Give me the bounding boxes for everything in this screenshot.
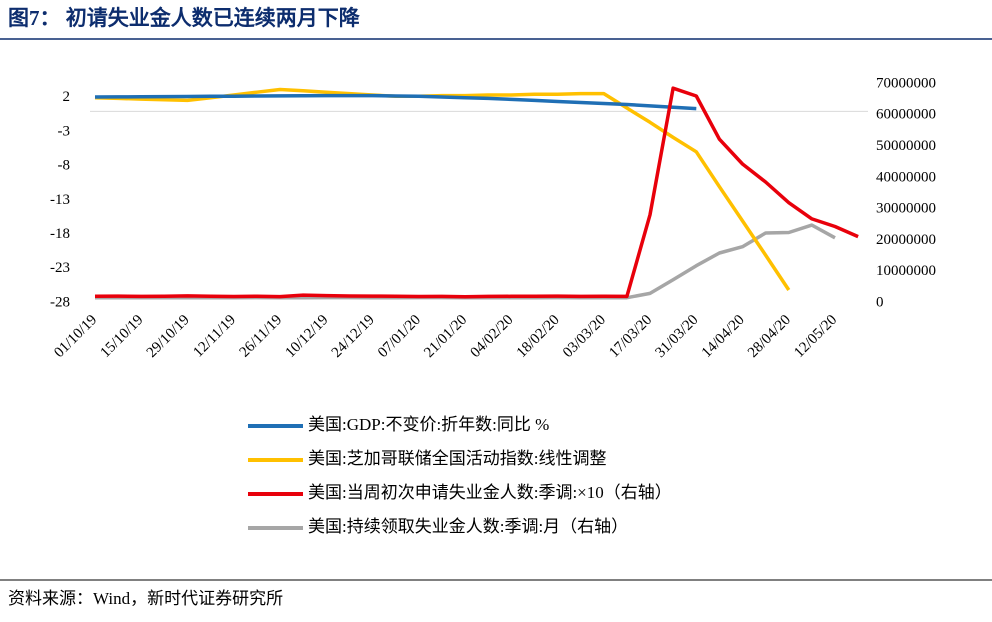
x-tick-label: 17/03/20 [606,312,655,361]
y2-tick-label: 10000000 [876,263,936,279]
series-line [94,87,791,291]
y2-tick-label: 40000000 [876,169,936,185]
y2-tick-label: 50000000 [876,138,936,154]
y-tick-label: -13 [50,192,70,208]
x-tick-label: 12/11/19 [190,312,239,361]
x-tick-label: 07/01/20 [375,312,424,361]
y-tick-label: -18 [50,226,70,242]
x-tick-label: 03/03/20 [560,312,609,361]
y-tick-label: -28 [50,294,70,310]
legend-label: 美国:GDP:不变价:折年数:同比 % [308,415,549,434]
x-tick-label: 04/02/20 [467,312,516,361]
x-tick-label: 31/03/20 [652,312,701,361]
y-tick-label: -3 [58,123,71,139]
y2-tick-label: 60000000 [876,107,936,123]
source: 资料来源：Wind，新时代证券研究所 [8,589,283,608]
series-line [94,86,859,299]
y-tick-label: 2 [63,89,71,105]
x-tick-label: 29/10/19 [144,312,193,361]
chart-title: 图7： 初请失业金人数已连续两月下降 [8,6,361,30]
x-tick-label: 01/10/19 [51,312,100,361]
x-tick-label: 28/04/20 [745,312,794,361]
x-tick-label: 18/02/20 [514,312,563,361]
y2-tick-label: 70000000 [876,75,936,91]
series-line [94,93,697,111]
series-line [95,223,836,300]
x-tick-label: 12/05/20 [791,312,840,361]
x-tick-label: 15/10/19 [97,312,146,361]
x-tick-label: 24/12/19 [329,312,378,361]
y2-tick-label: 20000000 [876,232,936,248]
x-tick-label: 26/11/19 [237,312,286,361]
y2-tick-label: 30000000 [876,201,936,217]
x-tick-label: 10/12/19 [282,312,331,361]
legend-label: 美国:当周初次申请失业金人数:季调:×10（右轴） [308,483,672,502]
legend-label: 美国:芝加哥联储全国活动指数:线性调整 [308,449,606,468]
x-tick-label: 14/04/20 [699,312,748,361]
x-tick-label: 21/01/20 [421,312,470,361]
y-tick-label: -23 [50,260,70,276]
legend-label: 美国:持续领取失业金人数:季调:月（右轴） [308,517,628,536]
y2-tick-label: 0 [876,294,884,310]
y-tick-label: -8 [58,158,71,174]
